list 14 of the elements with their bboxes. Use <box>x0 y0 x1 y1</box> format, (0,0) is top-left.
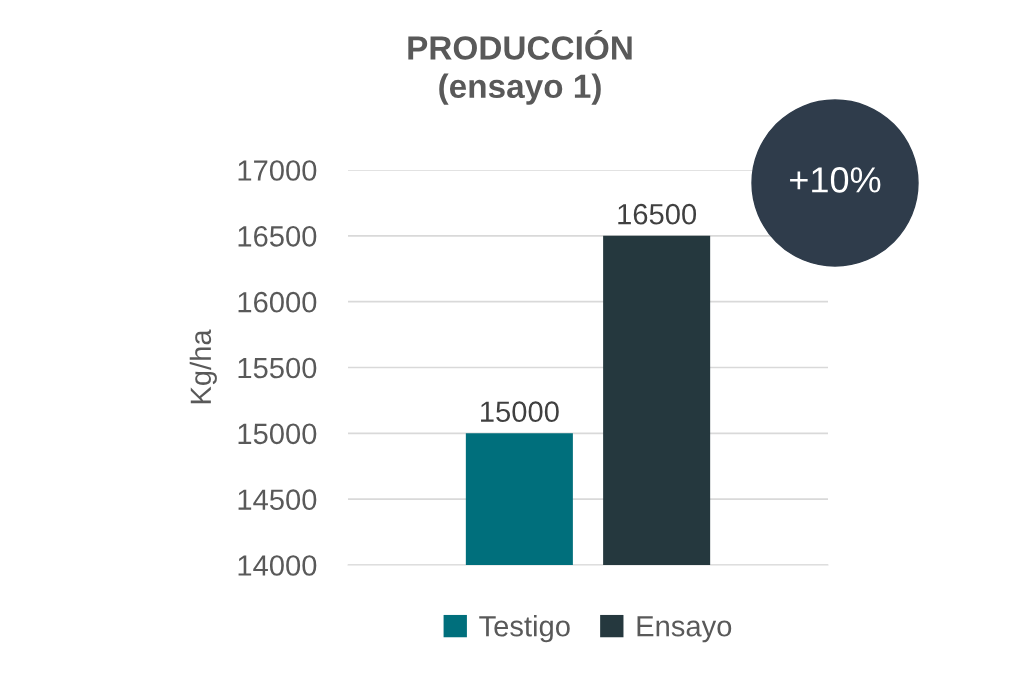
y-tick-label: 16500 <box>238 226 317 247</box>
y-tick-label: 14500 <box>238 489 317 511</box>
y-tick-label: 15000 <box>238 423 317 445</box>
y-tick-label: 16000 <box>238 291 317 313</box>
data-label: 16500 <box>618 203 697 225</box>
data-label: 15000 <box>481 401 559 423</box>
y-tick-label: 15500 <box>238 357 317 379</box>
annotation: +10% <box>790 167 881 193</box>
legend-label: Ensayo <box>637 616 732 643</box>
y-tick-label: 14000 <box>238 555 317 576</box>
y-axis-title: Kg/ha <box>189 329 217 404</box>
y-tick-label: 17000 <box>238 160 317 181</box>
chart-title: PRODUCCIÓN (ensayo 1) <box>408 29 632 105</box>
legend-label: Testigo <box>479 615 570 643</box>
